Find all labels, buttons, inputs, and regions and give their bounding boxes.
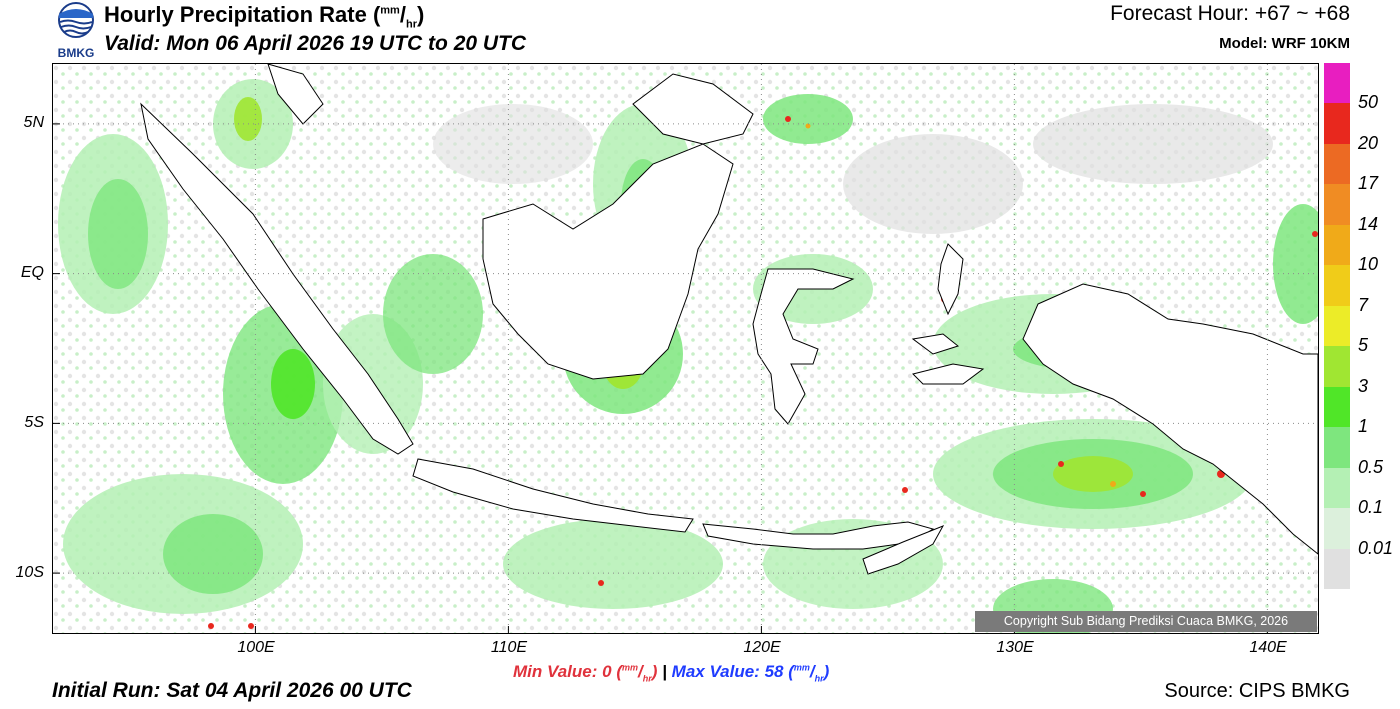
- colorbar-segment: [1324, 143, 1350, 185]
- precipitation-map: [52, 63, 1319, 634]
- colorbar-label: 5: [1358, 335, 1369, 356]
- colorbar-segment: [1324, 467, 1350, 509]
- min-unit-num: mm: [622, 662, 639, 673]
- seram-outline: [912, 363, 985, 385]
- colorbar-label: 0.01: [1358, 537, 1394, 558]
- borneo-outline: [482, 143, 734, 380]
- sumatra-outline: [140, 102, 414, 455]
- land-outlines: [140, 64, 1318, 575]
- min-max-values: Min Value: 0 (mm/hr) | Max Value: 58 (mm…: [513, 662, 829, 683]
- forecast-hour: Forecast Hour: +67 ~ +68: [1110, 2, 1350, 25]
- title-unit-den: hr: [405, 18, 417, 31]
- title-unit-num: mm: [380, 4, 400, 17]
- nusa-tenggara-outline: [702, 521, 935, 550]
- java-outline: [412, 458, 694, 533]
- bmkg-logo: [52, 0, 100, 60]
- colorbar-label: 3: [1358, 375, 1369, 396]
- min-unit-den: hr: [642, 673, 652, 684]
- colorbar-segment: [1324, 346, 1350, 388]
- min-value: 0: [602, 662, 612, 681]
- colorbar-label: 17: [1358, 173, 1379, 194]
- papua-outline: [1022, 283, 1318, 555]
- colorbar-label: 7: [1358, 294, 1369, 315]
- title-close: ): [416, 2, 425, 27]
- lat-label-5n: 5N: [23, 114, 44, 131]
- lon-label-130e: 130E: [996, 639, 1034, 656]
- max-unit-den: hr: [814, 673, 824, 684]
- valid-time: Valid: Mon 06 April 2026 19 UTC to 20 UT…: [104, 32, 527, 55]
- colorbar-label: 0.5: [1358, 456, 1384, 477]
- colorbar-segment: [1324, 63, 1350, 104]
- malay-peninsula-outline: [267, 64, 324, 125]
- map-canvas: [53, 64, 1318, 633]
- colorbar-segment: [1324, 224, 1350, 266]
- lon-label-110e: 110E: [490, 639, 528, 656]
- sulawesi-outline: [752, 268, 855, 425]
- colorbar-label: 10: [1358, 254, 1379, 275]
- model-name: Model: WRF 10KM: [1219, 35, 1350, 52]
- colorbar-label: 50: [1358, 92, 1379, 113]
- page-title: Hourly Precipitation Rate (mm/hr): [104, 2, 425, 31]
- title-main: Hourly Precipitation Rate (: [104, 2, 381, 27]
- colorbar-segment: [1324, 305, 1350, 347]
- min-label: Min Value:: [513, 662, 598, 681]
- lat-label-5s: 5S: [24, 414, 44, 431]
- min-unit: (mm/hr): [616, 662, 658, 684]
- bmkg-logo-icon: [58, 2, 94, 38]
- colorbar-label: 20: [1358, 132, 1379, 153]
- timor-outline: [862, 525, 945, 575]
- colorbar: [1324, 63, 1350, 590]
- initial-run: Initial Run: Sat 04 April 2026 00 UTC: [52, 679, 412, 702]
- max-unit: (mm/hr): [788, 662, 830, 684]
- colorbar-label: 14: [1358, 213, 1379, 234]
- colorbar-segment: [1324, 265, 1350, 307]
- colorbar-segment: [1324, 184, 1350, 226]
- lat-label-10s: 10S: [15, 564, 44, 581]
- copyright-banner: Copyright Sub Bidang Prediksi Cuaca BMKG…: [975, 611, 1317, 632]
- max-value: 58: [764, 662, 784, 681]
- source-credit: Source: CIPS BMKG: [1164, 680, 1350, 702]
- colorbar-label: 0.1: [1358, 497, 1384, 518]
- colorbar-segment: [1324, 386, 1350, 428]
- lat-label-eq: EQ: [20, 264, 44, 281]
- lon-label-120e: 120E: [743, 639, 781, 656]
- separator: |: [662, 662, 667, 681]
- colorbar-segment: [1324, 103, 1350, 145]
- lon-label-140e: 140E: [1249, 639, 1287, 656]
- lon-label-100e: 100E: [237, 639, 275, 656]
- colorbar-label: 1: [1358, 416, 1369, 437]
- colorbar-segment: [1324, 548, 1350, 590]
- logo-text: BMKG: [57, 46, 95, 60]
- buru-outline: [911, 333, 960, 355]
- colorbar-segment: [1324, 427, 1350, 469]
- halmahera-outline: [937, 243, 964, 316]
- max-unit-num: mm: [793, 662, 810, 673]
- max-label: Max Value:: [671, 662, 760, 681]
- colorbar-segment: [1324, 508, 1350, 550]
